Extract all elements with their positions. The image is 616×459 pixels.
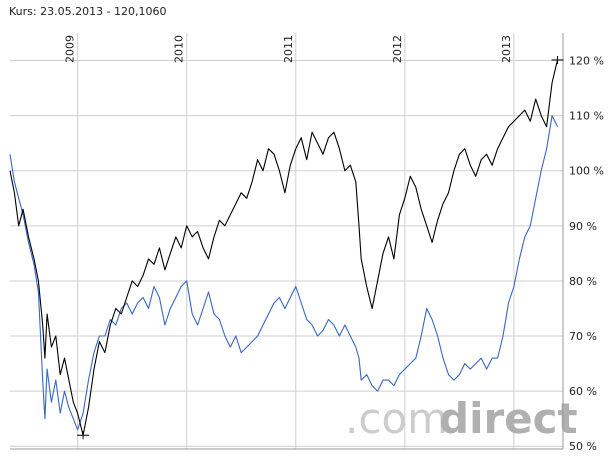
series-line-primary <box>9 59 559 436</box>
x-tick-label: 2012 <box>391 35 404 63</box>
y-tick-labels: 50 % 60 % 70 % 80 % 90 % 100 % 110 % 120 % <box>569 55 604 454</box>
x-tick-label: 2010 <box>173 35 186 63</box>
axes <box>10 33 564 450</box>
grid-lines <box>10 33 563 449</box>
y-tick-label: 70 % <box>569 330 597 343</box>
kurs-value: 23.05.2013 - 120,1060 <box>40 5 167 18</box>
kurs-label: Kurs: <box>9 5 37 18</box>
y-tick-label: 80 % <box>569 275 597 288</box>
comdirect-watermark: .com direct <box>345 394 578 443</box>
watermark-part1: .com <box>345 394 448 443</box>
x-tick-label: 2011 <box>282 35 295 63</box>
series-line-comparison <box>9 115 558 431</box>
y-tick-label: 110 % <box>569 110 604 123</box>
watermark-part2: direct <box>439 394 578 443</box>
y-tick-label: 100 % <box>569 165 604 178</box>
max-marker <box>551 55 564 64</box>
y-tick-label: 90 % <box>569 220 597 233</box>
y-tick-label: 60 % <box>569 385 597 398</box>
min-marker <box>77 431 90 440</box>
price-header: Kurs: 23.05.2013 - 120,1060 <box>9 5 167 18</box>
x-tick-labels: 2009 2010 2011 2012 2013 <box>64 35 513 63</box>
x-tick-label: 2009 <box>64 35 77 63</box>
markers <box>77 55 564 440</box>
series-group <box>9 59 559 436</box>
x-tick-label: 2013 <box>500 35 513 63</box>
y-tick-label: 50 % <box>569 440 597 453</box>
y-tick-label: 120 % <box>569 55 604 68</box>
